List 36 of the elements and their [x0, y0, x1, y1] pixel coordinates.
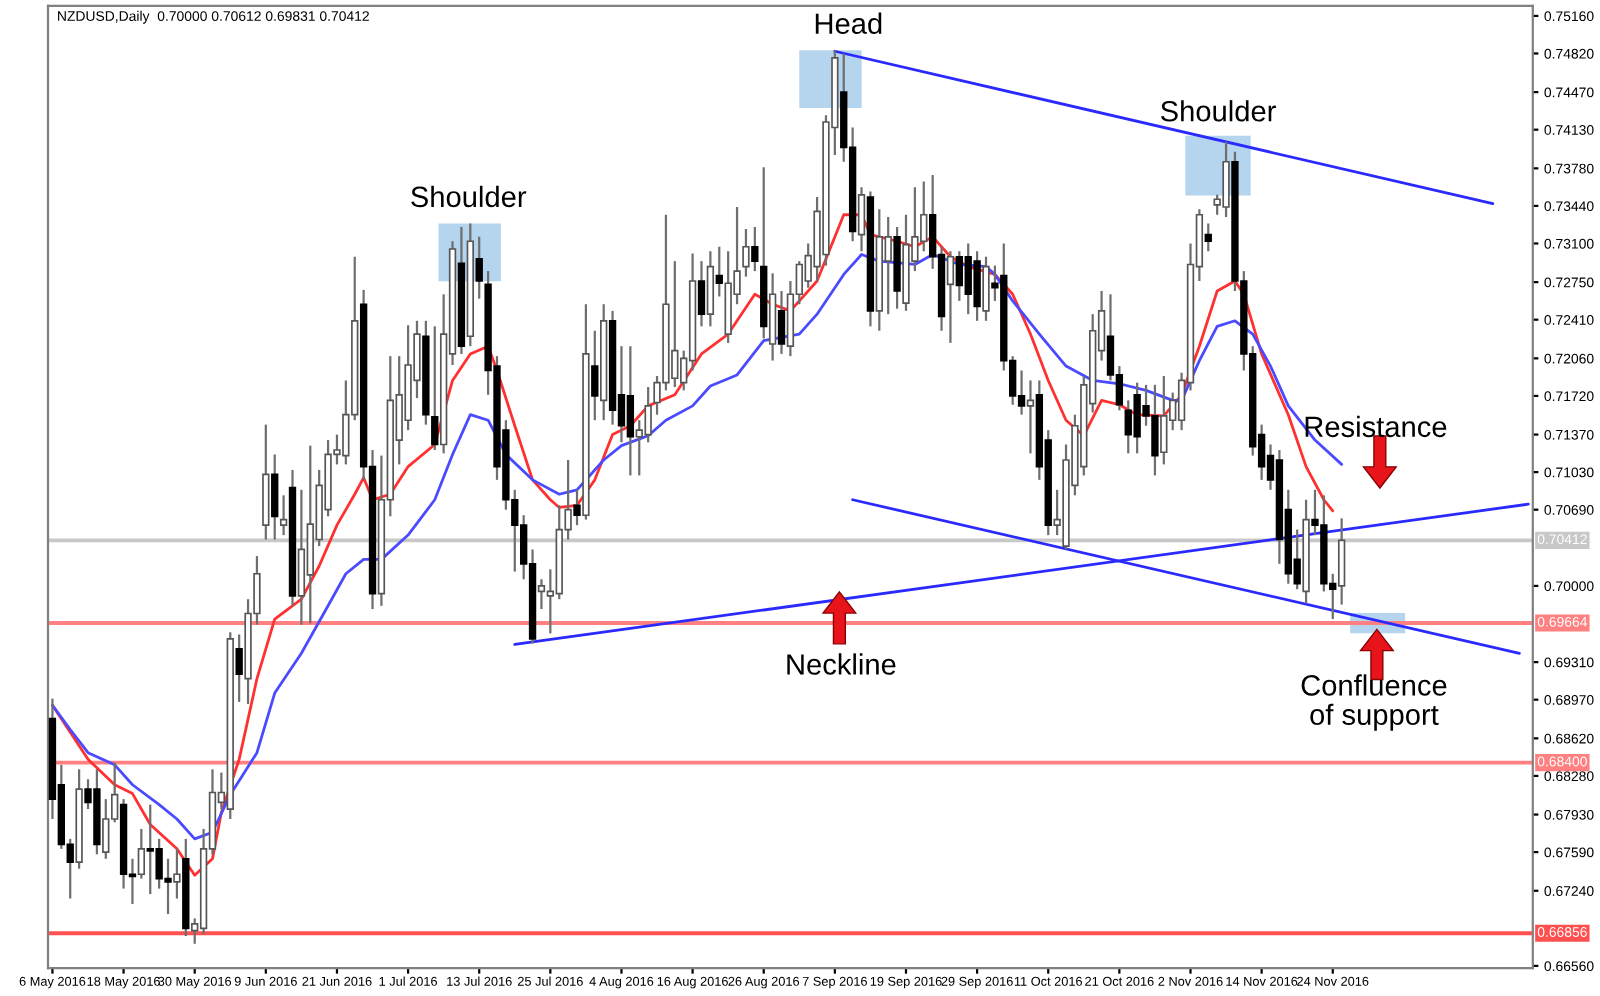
candlestick [537, 578, 546, 611]
candlestick [173, 847, 181, 900]
candlestick [742, 228, 750, 278]
candlestick [475, 235, 483, 300]
candlestick [973, 250, 981, 322]
candlestick [751, 225, 759, 273]
candlestick [706, 250, 715, 328]
candlestick [1026, 379, 1035, 455]
annotation: Shoulder [1160, 100, 1276, 122]
candlestick [626, 345, 635, 477]
candlestick [137, 827, 146, 880]
candlestick [1337, 517, 1346, 606]
candlestick [102, 797, 110, 860]
candlestick [955, 250, 964, 303]
candlestick [715, 245, 723, 298]
annotation: Resistance [1305, 415, 1447, 438]
candlestick [431, 325, 439, 452]
candlestick [235, 633, 243, 704]
candlestick [271, 453, 279, 541]
candlestick [982, 255, 990, 322]
annotation: Head [815, 12, 882, 35]
candlestick [697, 260, 706, 328]
annotation: Confluence of support [1301, 674, 1447, 731]
candlestick [297, 488, 306, 626]
candlestick [777, 289, 786, 356]
candlestick [1204, 222, 1212, 253]
candlestick [884, 215, 892, 316]
candlestick [573, 488, 581, 527]
candlestick [591, 329, 599, 422]
candlestick [279, 494, 288, 537]
candlestick [857, 186, 866, 253]
candlestick [1160, 374, 1168, 466]
annotation: Neckline [787, 653, 896, 675]
candlestick [946, 250, 955, 344]
annotation: Shoulder [411, 185, 527, 208]
candlestick [644, 385, 652, 444]
